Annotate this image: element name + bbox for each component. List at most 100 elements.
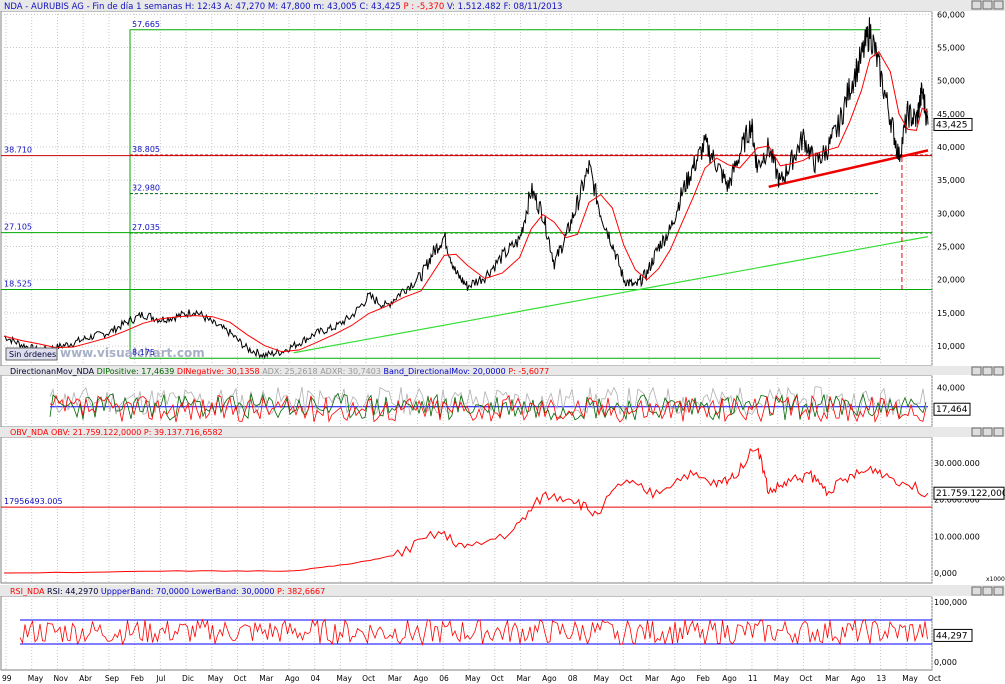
x-tick-label: Ago	[851, 674, 866, 683]
y-tick-label: 15,000	[937, 309, 965, 318]
x-tick-label: 99	[2, 674, 12, 683]
x-tick-label: Oct	[928, 674, 941, 683]
dm-last-label: 17,464	[936, 405, 968, 415]
level-label: 8.175	[132, 348, 155, 357]
x-tick-label: Mar	[388, 674, 403, 683]
x-tick-label: Oct	[362, 674, 375, 683]
obv-level-label: 17956493.005	[4, 497, 63, 506]
x-tick-label: Oct	[491, 674, 504, 683]
rsi-last-label: 44,297	[936, 631, 968, 641]
y-tick-label: 45,000	[937, 110, 965, 119]
x-tick-label: May	[902, 674, 918, 683]
rsi-last-box	[933, 628, 973, 642]
left-level-label: 38.710	[4, 146, 32, 155]
dm-tick-label: 40,000	[937, 384, 965, 393]
orders-button[interactable]: Sin órdenes	[5, 347, 58, 361]
level-label: 32.980	[132, 184, 160, 193]
window-buttons[interactable]	[971, 0, 1004, 596]
level-label: 57.665	[132, 20, 160, 29]
obv-tick-label: 0,000	[934, 569, 957, 578]
left-level-label: 27.105	[4, 223, 32, 232]
x-tick-label: Mar	[516, 674, 531, 683]
x-tick-label: May	[465, 674, 481, 683]
x-tick-label: Ago	[671, 674, 686, 683]
obv-last-box	[933, 486, 1005, 500]
x-tick-label: May	[594, 674, 610, 683]
x-tick-label: 04	[311, 674, 321, 683]
obv-line	[3, 447, 929, 574]
y-tick-label: 60,000	[937, 10, 965, 19]
price-panel	[0, 10, 933, 367]
rsi-line	[19, 618, 928, 647]
dm-last-box	[933, 402, 971, 416]
level-label: 38.805	[132, 145, 160, 154]
y-tick-label: 55,000	[937, 43, 965, 52]
axis-labels: 99 May Nov Abr Sep Feb Jul Dic May Oct Mar Ago 04 May…	[2, 10, 1005, 683]
y-tick-label: 25,000	[937, 243, 965, 252]
obv-tick-label: 20.000.000	[934, 496, 980, 505]
x-tick-label: Oct	[619, 674, 632, 683]
obv-title-bar	[0, 427, 1005, 437]
orders-button-label: Sin órdenes	[9, 349, 56, 359]
obv-panel	[0, 436, 933, 584]
overlays	[1, 29, 932, 645]
price-line	[3, 17, 929, 360]
x-tick-label: 11	[748, 674, 758, 683]
obv-last-label: 21.759.122,000	[936, 489, 1005, 499]
long-trendline	[293, 236, 929, 354]
x-tick-label: May	[336, 674, 352, 683]
last-price-box	[933, 117, 973, 131]
rsi-title: RSI_NDA RSI: 44,2970 UppperBand: 70,0000…	[10, 587, 325, 596]
dm-title: DirectionanMov_NDA DIPositive: 17,4639 D…	[10, 367, 549, 376]
header-bar	[0, 0, 1005, 11]
last-price-label: 43,425	[936, 120, 968, 130]
y-tick-label: 30,000	[937, 209, 965, 218]
x-tick-label: Oct	[799, 674, 812, 683]
obv-tick-label: 10.000.000	[934, 532, 980, 541]
rsi-title-bar	[0, 585, 1005, 596]
y-tick-label: 35,000	[937, 176, 965, 185]
x1000-label: x1000	[986, 576, 1005, 583]
x-tick-label: Mar	[259, 674, 274, 683]
x-tick-label: 13	[877, 674, 887, 683]
watermark: www.visualchart.com	[60, 346, 205, 360]
y-tick-label: 40,000	[937, 143, 965, 152]
x-tick-label: May	[774, 674, 790, 683]
x-tick-label: Feb	[697, 674, 711, 683]
x-tick-label: 08	[568, 674, 578, 683]
dm-panel	[0, 374, 933, 428]
x-tick-label: Mar	[825, 674, 840, 683]
x-tick-label: Ago	[722, 674, 737, 683]
rsi-tick-label: 100,000	[934, 598, 967, 607]
x-tick-label: Mar	[645, 674, 660, 683]
x-tick-label: Abr	[79, 674, 93, 683]
header-title: NDA - AURUBIS AG - Fin de día 1 semanas …	[4, 2, 562, 12]
rsi-tick-label: 0,000	[934, 658, 957, 667]
obv-tick-label: 30.000.000	[934, 459, 980, 468]
x-tick-label: May	[208, 674, 224, 683]
adx-line	[49, 386, 927, 416]
y-tick-label: 10,000	[937, 342, 965, 351]
x-tick-label: Ago	[414, 674, 429, 683]
x-tick-label: Ago	[542, 674, 557, 683]
left-level-label: 18.525	[4, 280, 32, 289]
x-tick-label: Oct	[234, 674, 247, 683]
x-tick-label: Feb	[131, 674, 145, 683]
y-tick-label: 20,000	[937, 276, 965, 285]
dm-title-bar	[0, 366, 1005, 375]
obv-title: OBV_NDA OBV: 21.759.122,0000 P: 39.137.7…	[10, 428, 223, 437]
y-tick-label: 50,000	[937, 77, 965, 86]
x-tick-label: 06	[439, 674, 449, 683]
x-tick-label: Sep	[105, 674, 119, 683]
rsi-panel	[0, 595, 933, 671]
x-tick-label: Jul	[155, 674, 165, 683]
level-label: 27.035	[132, 223, 160, 232]
x-tick-label: Nov	[53, 674, 68, 683]
di-minus-line	[49, 394, 927, 423]
x-tick-label: May	[28, 674, 44, 683]
moving-average	[3, 50, 929, 353]
x-tick-label: Ago	[285, 674, 300, 683]
x-tick-label: Dic	[182, 674, 194, 683]
series	[3, 17, 929, 647]
